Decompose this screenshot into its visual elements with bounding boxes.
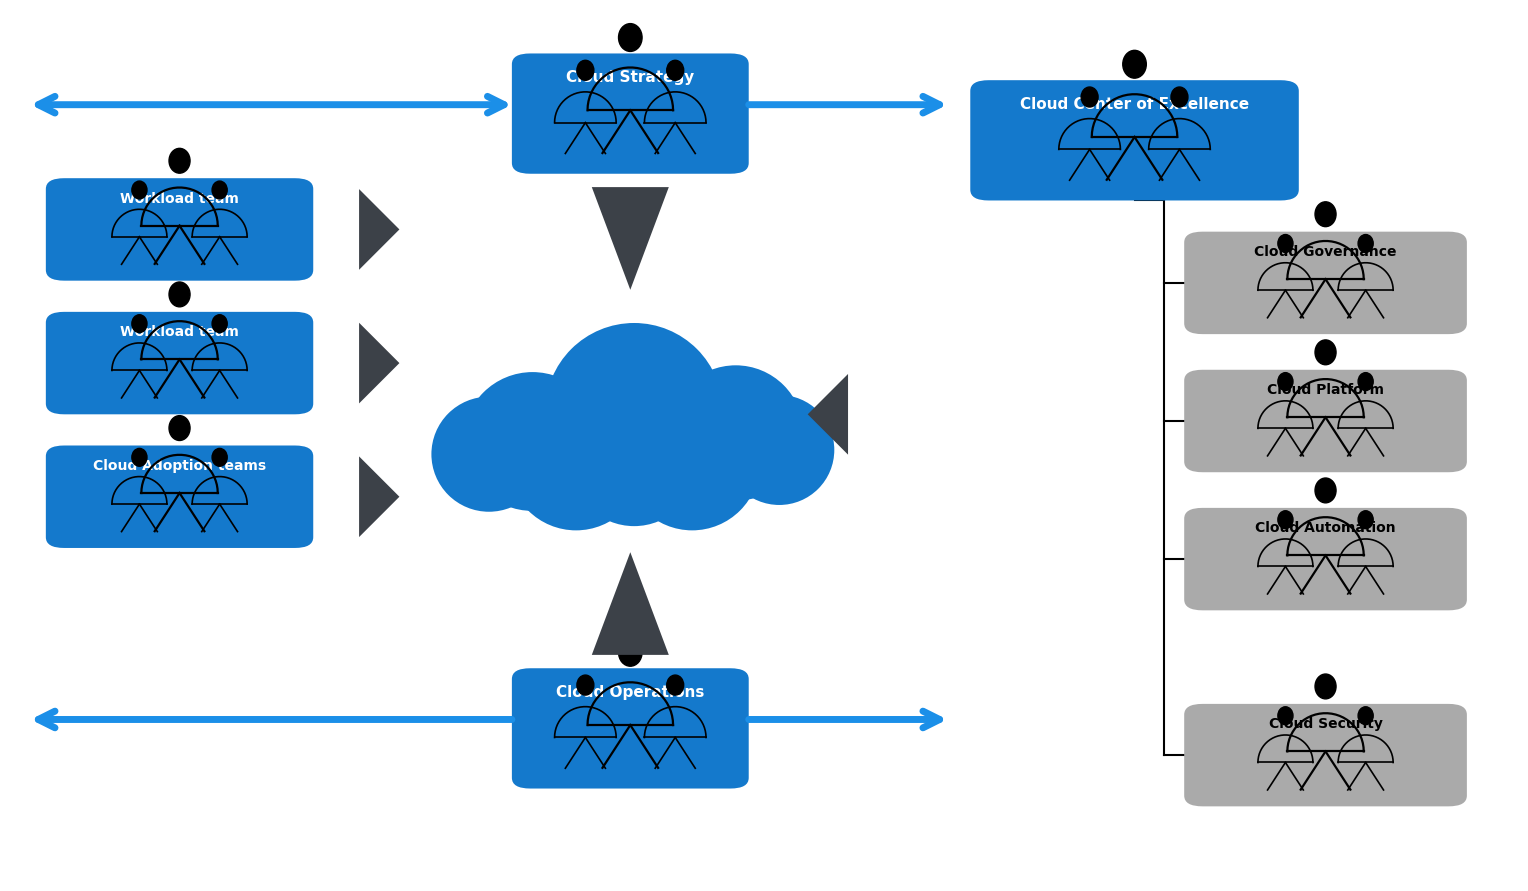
- Text: Cloud Governance: Cloud Governance: [1254, 245, 1397, 259]
- Ellipse shape: [1082, 87, 1099, 107]
- Ellipse shape: [1123, 51, 1146, 78]
- Ellipse shape: [170, 148, 189, 173]
- Text: Workload team: Workload team: [121, 192, 238, 206]
- Text: Workload team: Workload team: [121, 325, 238, 339]
- Ellipse shape: [1277, 234, 1293, 252]
- FancyBboxPatch shape: [1184, 370, 1467, 472]
- Text: Cloud Platform: Cloud Platform: [1267, 383, 1384, 397]
- Polygon shape: [359, 456, 399, 537]
- FancyBboxPatch shape: [512, 668, 749, 789]
- Ellipse shape: [212, 315, 228, 332]
- Polygon shape: [591, 552, 669, 655]
- Ellipse shape: [1358, 707, 1374, 724]
- FancyBboxPatch shape: [1184, 232, 1467, 334]
- Ellipse shape: [1277, 511, 1293, 528]
- Polygon shape: [359, 189, 399, 270]
- Ellipse shape: [625, 395, 759, 530]
- FancyBboxPatch shape: [970, 80, 1299, 200]
- Ellipse shape: [1316, 339, 1335, 364]
- Ellipse shape: [212, 448, 228, 466]
- Ellipse shape: [578, 61, 594, 80]
- Ellipse shape: [545, 323, 723, 501]
- Ellipse shape: [1316, 478, 1335, 503]
- FancyBboxPatch shape: [46, 312, 313, 414]
- Text: Cloud Operations: Cloud Operations: [556, 685, 704, 699]
- Ellipse shape: [724, 395, 834, 505]
- Ellipse shape: [1277, 372, 1293, 390]
- Polygon shape: [591, 187, 669, 290]
- Text: Cloud Security: Cloud Security: [1268, 717, 1383, 732]
- Ellipse shape: [509, 395, 643, 530]
- Ellipse shape: [668, 365, 804, 501]
- Text: Cloud Center of Excellence: Cloud Center of Excellence: [1021, 97, 1248, 111]
- FancyBboxPatch shape: [512, 53, 749, 174]
- Ellipse shape: [1358, 372, 1374, 390]
- Ellipse shape: [666, 675, 683, 695]
- Polygon shape: [808, 374, 848, 454]
- Ellipse shape: [131, 181, 147, 199]
- Ellipse shape: [131, 315, 147, 332]
- Ellipse shape: [212, 181, 228, 199]
- Ellipse shape: [431, 396, 547, 511]
- FancyBboxPatch shape: [46, 178, 313, 281]
- FancyBboxPatch shape: [1184, 508, 1467, 610]
- Ellipse shape: [1170, 87, 1187, 107]
- FancyBboxPatch shape: [1184, 704, 1467, 806]
- Text: Cloud Adoption teams: Cloud Adoption teams: [93, 459, 266, 473]
- Ellipse shape: [1358, 234, 1374, 252]
- Ellipse shape: [1316, 201, 1335, 226]
- Ellipse shape: [619, 639, 642, 666]
- Ellipse shape: [463, 372, 602, 511]
- Ellipse shape: [131, 448, 147, 466]
- Ellipse shape: [1358, 511, 1374, 528]
- Ellipse shape: [578, 675, 594, 695]
- Ellipse shape: [1316, 674, 1335, 699]
- Text: Cloud Strategy: Cloud Strategy: [567, 70, 694, 85]
- FancyBboxPatch shape: [46, 446, 313, 548]
- Text: Cloud Automation: Cloud Automation: [1254, 521, 1397, 535]
- Ellipse shape: [1277, 707, 1293, 724]
- Ellipse shape: [666, 61, 683, 80]
- Ellipse shape: [570, 399, 698, 526]
- Polygon shape: [359, 323, 399, 404]
- Ellipse shape: [619, 24, 642, 52]
- Ellipse shape: [170, 282, 189, 307]
- Ellipse shape: [170, 415, 189, 440]
